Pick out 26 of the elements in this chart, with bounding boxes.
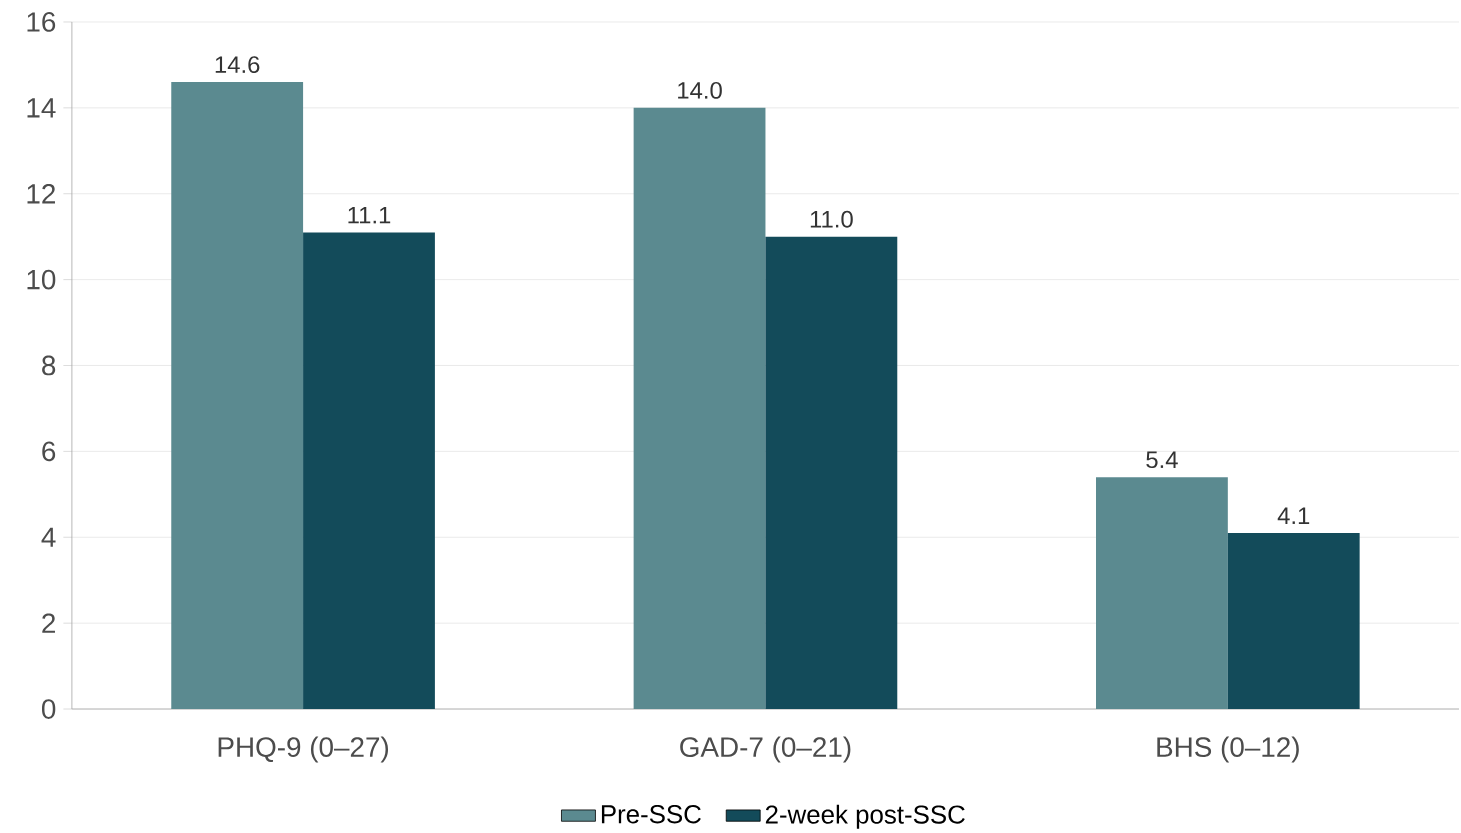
bar	[303, 232, 435, 710]
y-tick-label: 14	[27, 98, 56, 118]
data-label: 5.4	[1146, 451, 1178, 469]
y-tick-label: 8	[42, 355, 56, 376]
data-label: 11.1	[348, 207, 391, 224]
data-label: 11.0	[810, 210, 853, 228]
bar	[171, 82, 304, 710]
y-tick-label: 2	[42, 613, 55, 633]
bar	[765, 236, 898, 710]
y-tick-label: 0	[41, 699, 56, 719]
data-label: 14.0	[678, 81, 722, 99]
y-tick-label: 12	[27, 184, 55, 204]
y-tick-label: 10	[27, 269, 56, 290]
data-label: 4.1	[1277, 507, 1310, 525]
y-tick-label: 4	[41, 527, 56, 547]
data-label: 14.6	[215, 56, 260, 74]
legend-label: 2-week post-SSC	[765, 804, 965, 829]
y-tick-label: 6	[42, 441, 56, 462]
y-tick-label: 16	[27, 12, 56, 32]
bar	[1227, 533, 1360, 710]
bar	[1096, 477, 1228, 710]
x-tick-label: GAD-7 (0–21)	[680, 736, 851, 763]
x-tick-label: PHQ-9 (0–27)	[218, 736, 389, 763]
legend-label: Pre-SSC	[601, 805, 701, 824]
x-tick-label: BHS (0–12)	[1157, 736, 1299, 763]
bar	[633, 107, 766, 710]
